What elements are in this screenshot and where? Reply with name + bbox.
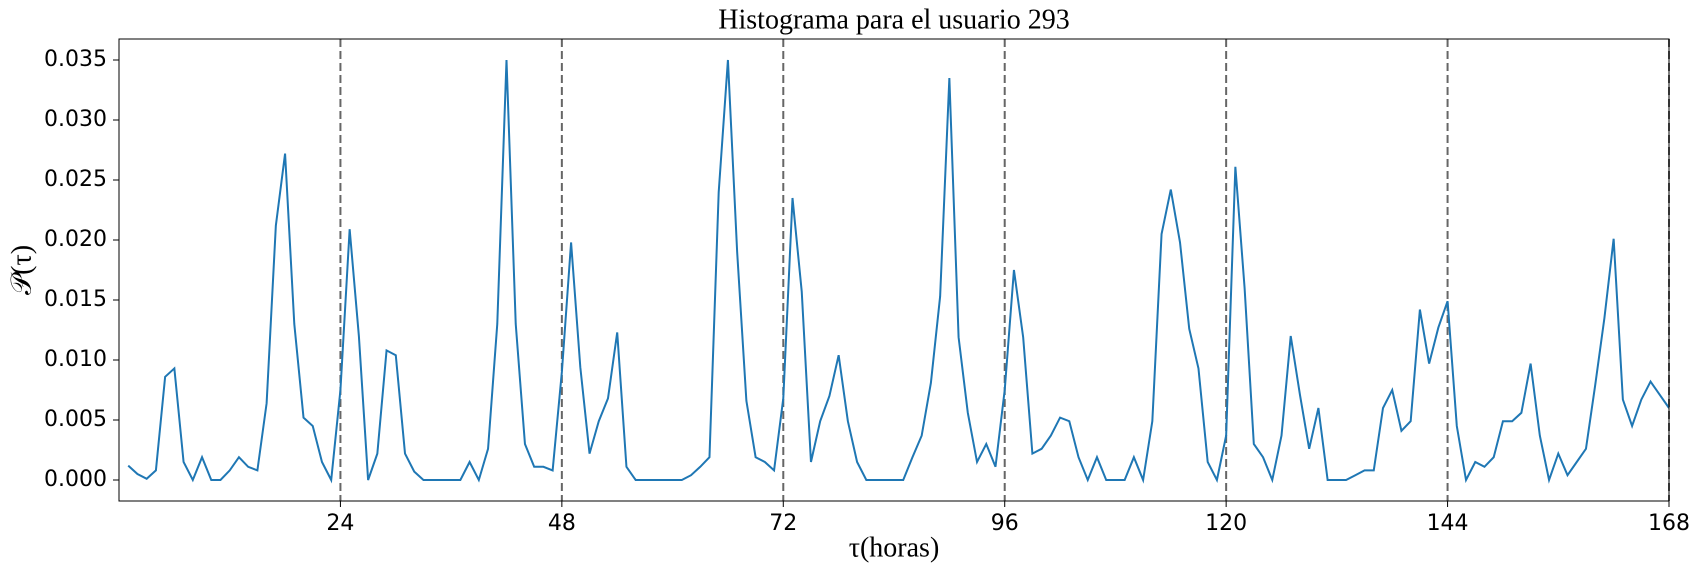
- x-tick-label: 144: [1427, 511, 1469, 536]
- y-tick-label: 0.015: [44, 287, 107, 312]
- y-axis-label: 𝒫(τ): [6, 245, 37, 295]
- y-tick-label: 0.000: [44, 467, 107, 492]
- y-tick-label: 0.025: [44, 167, 107, 192]
- y-tick-label: 0.005: [44, 407, 107, 432]
- chart-title: Histograma para el usuario 293: [718, 4, 1069, 35]
- y-tick-label: 0.010: [44, 347, 107, 372]
- x-tick-label: 120: [1205, 511, 1247, 536]
- x-tick-label: 96: [991, 511, 1019, 536]
- x-tick-label: 168: [1648, 511, 1690, 536]
- plot-frame: [118, 38, 1670, 502]
- y-tick-label: 0.030: [44, 107, 107, 132]
- x-tick-label: 72: [769, 511, 797, 536]
- x-tick-label: 48: [548, 511, 576, 536]
- x-axis-label: τ(horas): [849, 532, 940, 563]
- x-tick-label: 24: [326, 511, 354, 536]
- y-tick-label: 0.035: [44, 47, 107, 72]
- data-line: [127, 59, 1670, 484]
- y-tick-label: 0.020: [44, 227, 107, 252]
